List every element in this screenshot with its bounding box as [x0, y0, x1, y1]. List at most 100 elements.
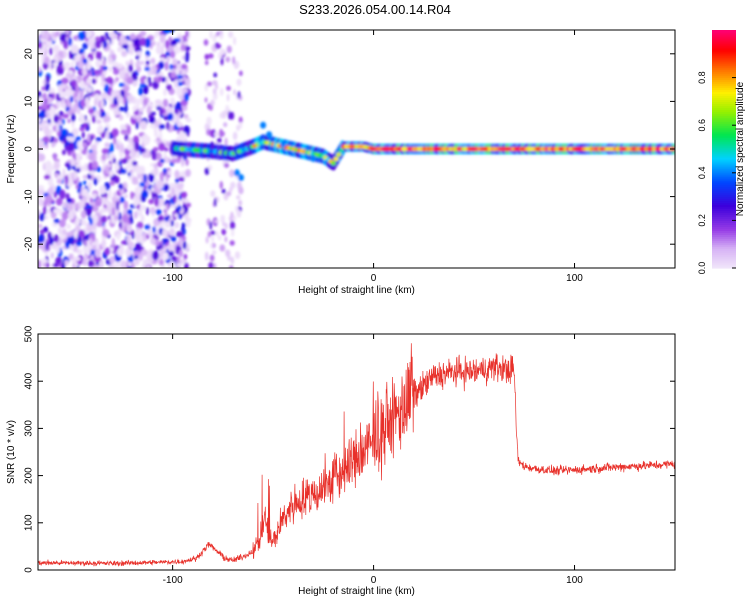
noise-blob — [82, 174, 88, 180]
noise-blob — [164, 147, 169, 152]
noise-blob — [109, 142, 114, 153]
noise-blob — [237, 91, 241, 99]
noise-blob — [136, 199, 141, 205]
noise-blob — [99, 185, 107, 195]
noise-blob — [156, 179, 164, 190]
noise-blob — [139, 120, 148, 130]
noise-blob — [180, 63, 188, 70]
colorbar-swatch — [712, 87, 736, 91]
noise-blob — [162, 108, 166, 114]
noise-blob — [75, 248, 79, 254]
noise-blob — [117, 46, 122, 53]
noise-blob — [38, 42, 43, 49]
noise-blob — [208, 53, 214, 59]
noise-blob — [186, 202, 192, 208]
noise-blob — [81, 188, 89, 197]
noise-blob — [71, 113, 76, 122]
y-tick-label: 100 — [24, 514, 35, 531]
noise-blob — [219, 48, 226, 56]
noise-blob — [230, 256, 235, 265]
colorbar-swatch — [712, 214, 736, 218]
noise-blob — [181, 55, 186, 60]
colorbar-swatch — [712, 250, 736, 253]
noise-blob — [43, 200, 48, 207]
noise-blob — [219, 244, 226, 252]
noise-blob — [141, 189, 149, 198]
noise-blob — [94, 264, 100, 268]
colorbar-swatch — [712, 47, 736, 51]
noise-blob — [145, 60, 150, 65]
noise-blob — [88, 238, 93, 246]
noise-blob — [111, 54, 117, 60]
noise-blob — [177, 205, 182, 212]
noise-blob — [134, 141, 140, 151]
colorbar-swatch — [712, 258, 736, 261]
noise-blob — [180, 191, 188, 198]
noise-blob — [73, 103, 77, 111]
noise-blob — [87, 181, 92, 191]
noise-blob — [55, 31, 60, 37]
noise-blob — [139, 147, 146, 153]
colorbar-swatch — [712, 81, 736, 85]
noise-blob — [126, 144, 134, 151]
noise-blob — [146, 234, 150, 240]
noise-blob — [41, 86, 46, 91]
noise-blob — [223, 122, 228, 128]
noise-blob — [63, 201, 67, 210]
noise-blob — [224, 236, 228, 243]
colorbar-swatch — [712, 152, 736, 156]
noise-blob — [141, 262, 146, 268]
noise-blob — [109, 180, 115, 186]
noise-blob — [221, 228, 227, 236]
colorbar-swatch — [712, 103, 736, 106]
noise-blob — [130, 191, 134, 200]
colorbar-swatch — [712, 166, 736, 170]
noise-blob — [111, 237, 116, 248]
noise-blob — [175, 178, 179, 184]
noise-blob — [232, 56, 236, 65]
noise-blob — [44, 174, 51, 180]
noise-blob — [224, 222, 228, 230]
noise-blob — [86, 207, 92, 217]
noise-blob — [167, 169, 172, 176]
noise-blob — [153, 166, 159, 177]
noise-blob — [239, 70, 243, 77]
noise-blob — [154, 197, 159, 207]
y-tick-label: 300 — [24, 420, 35, 437]
noise-blob — [146, 105, 151, 115]
noise-blob — [61, 118, 65, 125]
noise-blob — [39, 229, 45, 234]
noise-blob — [94, 36, 101, 41]
noise-blob — [219, 128, 224, 138]
colorbar-swatch — [712, 57, 736, 61]
noise-blob — [66, 231, 74, 237]
noise-blob — [53, 153, 57, 161]
noise-blob — [230, 211, 234, 220]
noise-blob — [127, 172, 131, 177]
noise-blob — [116, 93, 121, 102]
noise-blob — [42, 136, 50, 143]
noise-blob — [122, 209, 128, 214]
noise-blob — [158, 61, 165, 69]
noise-blob — [178, 238, 183, 248]
colorbar-swatch — [712, 150, 736, 154]
noise-blob — [116, 30, 124, 33]
noise-blob — [126, 234, 131, 245]
y-axis-label: SNR (10 * v/v) — [6, 420, 17, 484]
colorbar-swatch — [712, 204, 736, 208]
noise-blob — [184, 78, 190, 86]
noise-blob — [53, 160, 61, 170]
noise-blob — [134, 258, 140, 266]
noise-blob — [136, 34, 143, 40]
colorbar-swatch — [712, 236, 736, 239]
noise-blob — [138, 107, 144, 113]
noise-blob — [120, 129, 128, 135]
noise-blob — [71, 246, 75, 251]
noise-blob — [100, 215, 107, 223]
colorbar-swatch — [712, 170, 736, 174]
noise-blob — [223, 162, 230, 168]
noise-blob — [168, 243, 172, 252]
noise-blob — [214, 131, 220, 138]
noise-blob — [185, 117, 192, 123]
